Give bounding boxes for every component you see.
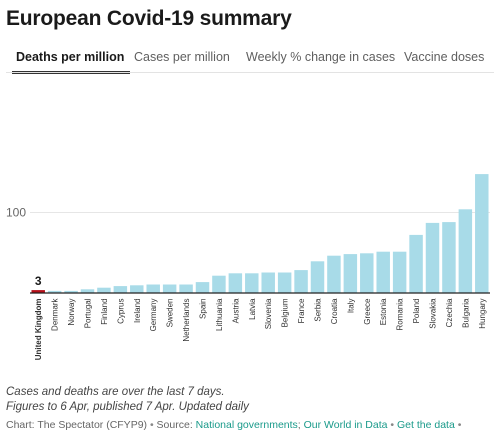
x-tick-label: Slovakia — [429, 298, 438, 329]
x-tick-label: Sweden — [166, 299, 175, 328]
x-tick-label: Poland — [412, 299, 421, 324]
bar — [458, 209, 473, 293]
bar — [376, 251, 390, 293]
x-tick-label: United Kingdom — [34, 299, 43, 361]
separator-dot: • — [149, 419, 157, 431]
x-tick-label: Finland — [100, 299, 109, 325]
bar — [294, 270, 308, 293]
bar — [277, 272, 292, 293]
bar — [245, 273, 259, 293]
bar — [179, 284, 193, 293]
link-get-the-data[interactable]: Get the data — [397, 419, 455, 431]
x-tick-label: Greece — [363, 298, 372, 325]
separator-dot: • — [390, 419, 397, 431]
bar — [475, 174, 489, 293]
bar — [97, 287, 111, 293]
x-tick-label: Netherlands — [182, 299, 191, 342]
bar — [113, 286, 128, 293]
x-tick-label: Cyprus — [116, 299, 125, 324]
x-tick-label: Romania — [396, 298, 405, 331]
bar — [310, 261, 325, 293]
bar — [425, 222, 440, 293]
x-tick-label: Croatia — [330, 298, 339, 324]
x-tick-label: Italy — [346, 299, 355, 314]
x-tick-label: Austria — [231, 298, 240, 323]
x-tick-label: Bulgaria — [461, 298, 470, 328]
bar — [64, 290, 78, 293]
bar — [409, 234, 423, 293]
bar — [130, 285, 144, 293]
tab-vaccine-doses[interactable]: Vaccine doses — [404, 50, 485, 64]
x-tick-label: Hungary — [478, 299, 487, 329]
x-tick-label: Germany — [149, 299, 158, 332]
link-national-governments[interactable]: National governments — [195, 419, 298, 431]
bar — [327, 255, 341, 293]
separator-dot: • — [457, 419, 462, 431]
bar — [195, 282, 210, 293]
y-tick-label: 100 — [6, 206, 26, 220]
bar — [442, 222, 456, 293]
bar — [31, 290, 45, 293]
x-tick-label: Slovenia — [264, 298, 273, 329]
x-tick-label: Ireland — [133, 299, 142, 323]
x-tick-label: Spain — [199, 299, 208, 319]
bar — [146, 284, 160, 293]
x-tick-label: Denmark — [51, 298, 60, 331]
bar-chart: 100 United Kingdom 3 Denmark Norway Portugal F… — [6, 174, 490, 361]
chart-note: Cases and deaths are over the last 7 day… — [6, 386, 225, 398]
tab-deaths-per-million[interactable]: Deaths per million — [12, 48, 131, 74]
tab-cases-per-million[interactable]: Cases per million — [134, 50, 230, 64]
source-line: Chart: The Spectator (CFYP9) • Source: N… — [6, 419, 461, 431]
data-label: 3 — [35, 274, 42, 288]
bar — [47, 290, 62, 293]
bar — [343, 254, 358, 293]
link-our-world-in-data[interactable]: Our World in Data — [303, 419, 388, 431]
chart-title: European Covid-19 summary — [6, 7, 292, 30]
bar — [212, 275, 226, 293]
tab-bar: Deaths per million Cases per million Wee… — [0, 42, 500, 76]
x-tick-label: Belgium — [281, 298, 290, 327]
x-tick-label: France — [297, 298, 306, 323]
x-tick-label: Lithuania — [215, 298, 224, 331]
x-tick-label: Estonia — [379, 298, 388, 325]
x-tick-label: Czechia — [445, 298, 454, 327]
chart-note: Figures to 6 Apr, published 7 Apr. Updat… — [6, 401, 249, 413]
x-tick-label: Portugal — [84, 298, 93, 328]
source-label: Source: — [156, 419, 193, 431]
x-tick-label: Norway — [67, 299, 76, 326]
bar — [261, 272, 275, 293]
bar — [360, 253, 374, 293]
bar — [162, 284, 177, 293]
link-separator: ; — [297, 419, 304, 431]
x-tick-label: Latvia — [248, 298, 257, 320]
bar — [392, 251, 407, 293]
chart-credit: Chart: The Spectator (CFYP9) — [6, 419, 148, 431]
bar — [80, 289, 95, 293]
tab-divider — [6, 72, 494, 73]
bar — [228, 273, 243, 293]
tab-weekly-change-in-cases[interactable]: Weekly % change in cases — [246, 50, 396, 64]
x-tick-label: Serbia — [314, 298, 323, 322]
